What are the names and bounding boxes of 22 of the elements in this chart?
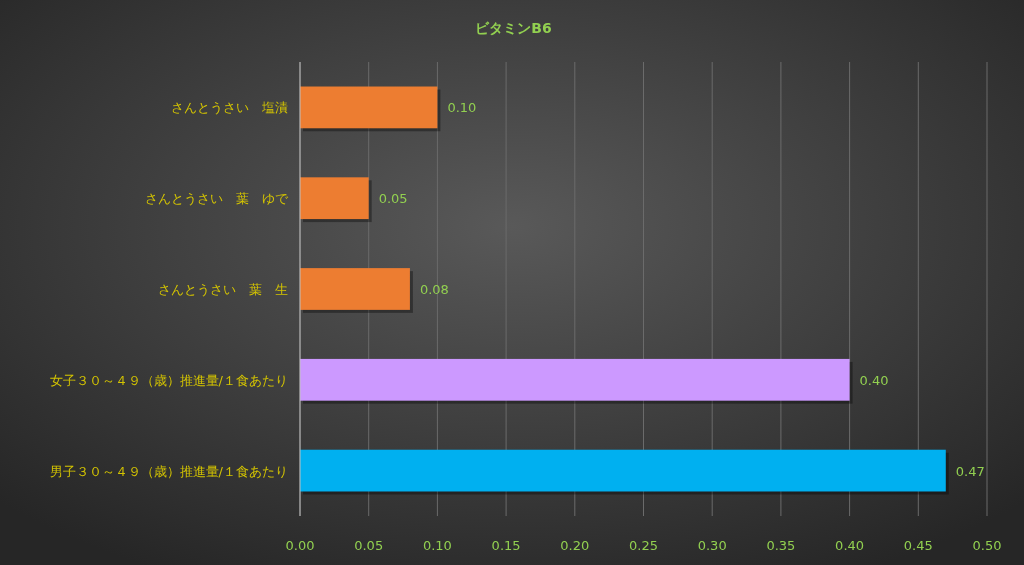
x-tick-label: 0.10 [422, 538, 452, 553]
y-tick-label: 男子３０～４９（歳）推進量/１食あたり [49, 463, 288, 479]
x-tick-label: 0.30 [697, 538, 727, 553]
data-label: 0.08 [419, 282, 449, 297]
x-tick-label: 0.35 [766, 538, 796, 553]
data-label: 0.05 [378, 191, 408, 207]
data-label: 0.40 [859, 372, 889, 388]
data-label: 0.47 [955, 463, 985, 479]
x-tick-label: 0.50 [972, 538, 1002, 553]
x-tick-label: 0.05 [354, 538, 384, 553]
x-tick-label: 0.25 [629, 538, 658, 553]
chart-title: ビタミンB6 [475, 20, 552, 36]
x-tick-label: 0.15 [491, 538, 521, 553]
y-tick-label: 女子３０～４９（歳）推進量/１食あたり [49, 372, 288, 388]
x-tick-label: 0.20 [560, 538, 590, 553]
x-tick-label: 0.40 [835, 538, 865, 553]
y-tick-label: さんとうさい 葉 ゆで [145, 191, 289, 207]
y-tick-label: さんとうさい 塩漬 [171, 100, 288, 116]
x-tick-label: 0.00 [285, 538, 315, 553]
y-tick-label: さんとうさい 葉 生 [158, 282, 288, 297]
x-tick-label: 0.45 [903, 538, 933, 553]
data-label: 0.10 [447, 100, 477, 116]
